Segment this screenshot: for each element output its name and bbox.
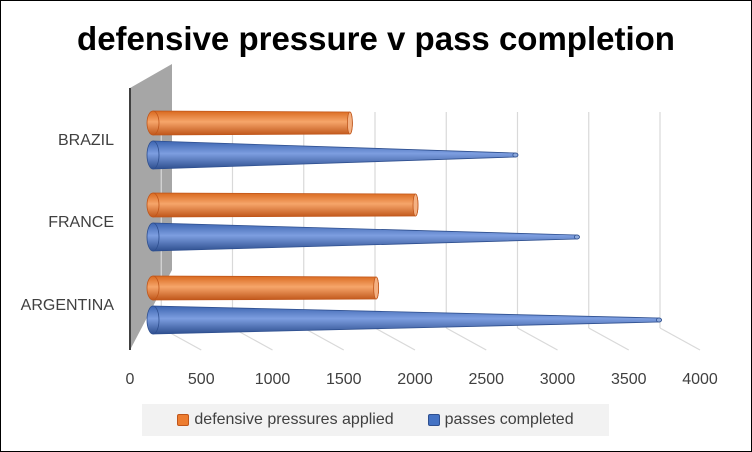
- legend-label-defensive-pressures: defensive pressures applied: [194, 411, 394, 428]
- bars: [146, 110, 662, 335]
- legend: defensive pressures applied passes compl…: [142, 404, 609, 436]
- category-label-argentina: ARGENTINA: [21, 297, 115, 314]
- legend-item-passes-completed: passes completed: [427, 411, 574, 429]
- category-label-brazil: BRAZIL: [58, 132, 114, 149]
- bar-defensive-pressures-france: [146, 192, 419, 218]
- x-axis-tick-labels: 0 500 1000 1500 2000 2500 3000 3500 4000: [126, 371, 718, 388]
- x-tick-label-3000: 3000: [540, 371, 576, 388]
- x-tick-label-1500: 1500: [326, 371, 362, 388]
- legend-swatch-orange: [177, 414, 190, 426]
- bar-defensive-pressures-argentina: [146, 275, 380, 301]
- gridline-floor: [303, 327, 345, 351]
- x-tick-label-0: 0: [126, 371, 135, 388]
- category-labels: ARGENTINA FRANCE BRAZIL: [21, 132, 115, 314]
- legend-swatch-blue: [427, 414, 440, 426]
- gridline-floor: [659, 327, 701, 351]
- x-tick-label-500: 500: [188, 371, 215, 388]
- gridline-floor: [588, 327, 630, 351]
- gridline-floor: [374, 327, 416, 351]
- x-tick-label-2500: 2500: [468, 371, 504, 388]
- chart-title: defensive pressure v pass completion: [77, 20, 675, 57]
- x-tick-label-2000: 2000: [397, 371, 433, 388]
- bar-defensive-pressures-brazil: [146, 110, 353, 136]
- gridline-floor: [445, 327, 487, 351]
- x-tick-label-3500: 3500: [611, 371, 647, 388]
- bar-passes-completed-france: [146, 222, 580, 252]
- gridline-floor: [517, 327, 558, 351]
- legend-label-passes-completed: passes completed: [444, 411, 574, 428]
- bar-passes-completed-brazil: [146, 140, 519, 170]
- bar-passes-completed-argentina: [146, 305, 662, 335]
- x-tick-label-1000: 1000: [255, 371, 291, 388]
- category-label-france: FRANCE: [48, 214, 114, 231]
- legend-item-defensive-pressures: defensive pressures applied: [177, 411, 394, 429]
- x-tick-label-4000: 4000: [682, 371, 718, 388]
